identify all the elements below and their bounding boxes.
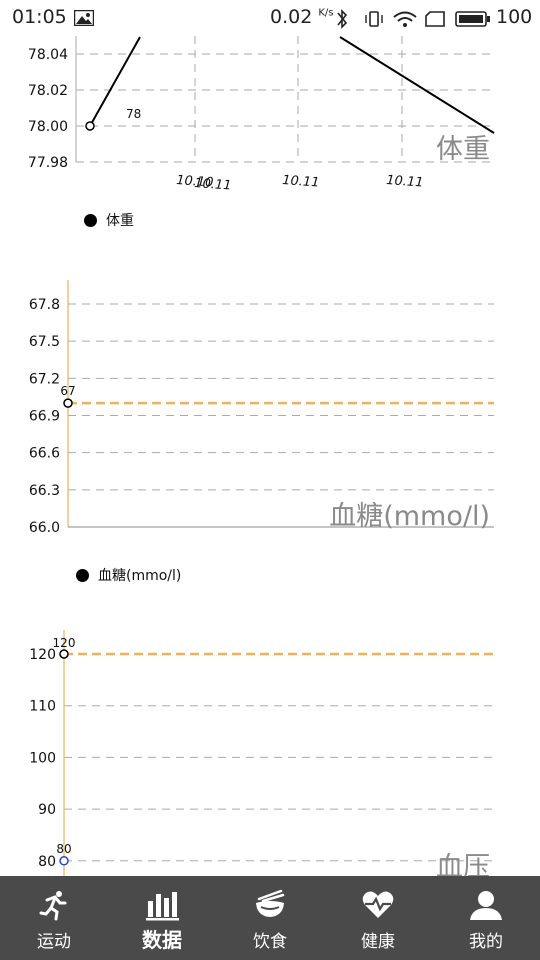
status-bar: 01:05 0.02 K/s 100	[0, 0, 540, 36]
glucose-legend-label: 血糖(mmo/l)	[98, 568, 182, 584]
weight-y-tick: 77.98	[28, 155, 68, 171]
user-icon	[469, 888, 503, 922]
weight-legend-label: 体重	[106, 213, 134, 229]
nav-label: 饮食	[253, 932, 287, 952]
weight-series-line	[339, 36, 495, 134]
glucose-y-tick: 66.0	[29, 520, 60, 536]
weight-y-tick: 78.00	[28, 119, 68, 135]
weight-legend: 体重	[84, 210, 134, 230]
bottom-nav: 运动 数据 饮食	[0, 876, 540, 960]
nav-item-data[interactable]: 数据	[108, 876, 216, 960]
nav-label: 数据	[142, 928, 182, 952]
weight-x-tick: 10.11	[386, 173, 424, 191]
pressure-low-label: 80	[56, 842, 71, 856]
pressure-y-tick: 90	[38, 802, 56, 818]
status-icons	[337, 9, 490, 29]
nav-label: 我的	[469, 932, 503, 952]
nav-label: 健康	[361, 932, 395, 952]
status-time: 01:05	[12, 6, 67, 28]
glucose-chart-description: 血糖(mmo/l)	[329, 501, 490, 532]
pressure-chart-description: 血压	[436, 852, 490, 876]
weight-x-tick: 10.11	[282, 173, 320, 191]
weight-x-tick: 10.11	[194, 176, 232, 194]
glucose-point-label: 67	[60, 384, 75, 398]
nav-item-health[interactable]: 健康	[324, 876, 432, 960]
image-notification-icon	[74, 10, 94, 26]
weight-y-tick: 78.04	[28, 47, 68, 63]
glucose-y-tick: 66.3	[29, 483, 60, 499]
pressure-y-tick: 100	[29, 750, 56, 766]
battery-icon	[455, 11, 490, 27]
glucose-y-tick: 66.9	[29, 409, 60, 425]
pressure-y-tick: 80	[38, 854, 56, 870]
bar-chart-icon	[145, 888, 179, 922]
glucose-y-tick: 66.6	[29, 446, 60, 462]
net-speed: 0.02 K/s	[270, 6, 334, 28]
glucose-data-point	[63, 398, 73, 408]
vibrate-icon	[365, 11, 383, 27]
battery-level: 100	[496, 6, 533, 28]
weight-data-point	[85, 121, 95, 131]
pressure-chart: 120 110 100 90 80 120 80 血压	[0, 620, 540, 876]
glucose-y-tick: 67.8	[29, 297, 60, 313]
nav-item-diet[interactable]: 饮食	[216, 876, 324, 960]
nav-item-profile[interactable]: 我的	[432, 876, 540, 960]
legend-dot	[84, 213, 97, 227]
sim-icon	[425, 11, 445, 27]
glucose-legend: 血糖(mmo/l)	[76, 565, 181, 585]
glucose-y-tick: 67.5	[29, 334, 60, 350]
pressure-low-point	[59, 856, 69, 866]
weight-series-line	[89, 36, 141, 127]
heart-pulse-icon	[361, 888, 395, 922]
pressure-high-label: 120	[53, 636, 76, 650]
weight-x-tick: 10.10	[176, 173, 214, 191]
glucose-chart-svg: 67.8 67.5 67.2 66.9 66.6 66.3 66.0 67 血糖(mmo/l…	[29, 280, 494, 536]
bowl-icon	[253, 888, 287, 922]
pressure-high-point	[59, 649, 69, 659]
net-speed-unit: K/s	[318, 7, 334, 19]
weight-point-label: 78	[126, 107, 141, 121]
wifi-icon	[393, 11, 417, 27]
running-icon	[37, 888, 71, 922]
glucose-chart: 67.8 67.5 67.2 66.9 66.6 66.3 66.0 67 血糖(mmo/l…	[0, 270, 540, 590]
weight-chart-description: 体重	[436, 134, 490, 165]
pressure-y-tick: 110	[29, 699, 56, 715]
legend-dot	[76, 568, 89, 582]
glucose-y-tick: 67.2	[29, 371, 60, 387]
pressure-y-tick: 120	[29, 647, 56, 663]
bluetooth-icon	[337, 9, 348, 29]
pressure-chart-svg: 120 110 100 90 80 120 80 血压	[29, 630, 494, 876]
net-speed-value: 0.02	[270, 6, 313, 28]
nav-label: 运动	[37, 932, 71, 952]
weight-chart: 78.04 78.02 78.00 77.98 10.10 10.11 10.11 10.1…	[0, 0, 540, 240]
nav-item-sport[interactable]: 运动	[0, 876, 108, 960]
weight-y-tick: 78.02	[28, 83, 68, 99]
